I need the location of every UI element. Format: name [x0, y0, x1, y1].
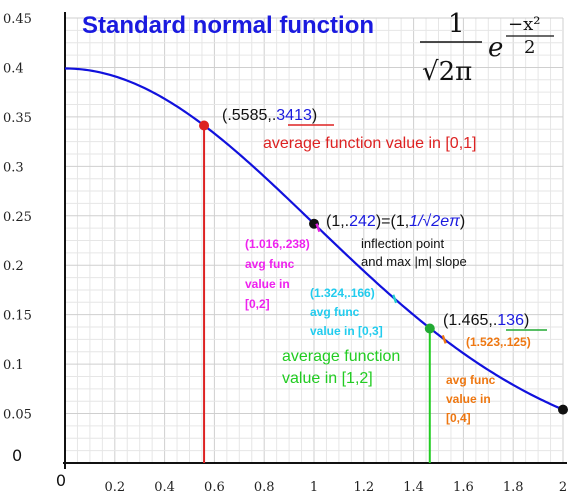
average-marker — [441, 334, 447, 344]
x-tick-label: 0.6 — [204, 480, 225, 495]
axes — [63, 12, 567, 469]
avg04-annotation: (1.523,.125) avg func value in [0,4] — [446, 335, 531, 425]
avg03-coord: (1.324,.166) — [310, 286, 375, 300]
y-tick-label: 0.3 — [3, 160, 24, 175]
avg03-line1: avg func — [310, 305, 360, 319]
average-marker — [392, 294, 398, 304]
y-tick-label: 0 — [12, 446, 22, 465]
avg12-line1: average function — [282, 348, 400, 365]
x-tick-label: 0 — [56, 471, 66, 490]
tick-labels: 0 0.2 0.4 0.6 0.8 1 1.2 1.4 1.6 1.8 2 0 0.05 0.1 0.15 0… — [3, 12, 567, 495]
x-tick-label: 2 — [559, 480, 567, 495]
average-marker — [315, 223, 321, 233]
point1-label: (.5585,.3413) — [222, 107, 317, 124]
y-tick-label: 0.1 — [3, 358, 24, 373]
avg03-annotation: (1.324,.166) avg func value in [0,3] — [310, 286, 383, 338]
avg04-line1: avg func — [446, 373, 496, 387]
point1-description: average function value in [0,1] — [263, 135, 476, 152]
x-tick-label: 0.2 — [104, 480, 125, 495]
y-tick-label: 0.25 — [3, 210, 32, 225]
formula-numerator: 1 — [448, 9, 465, 39]
avg04-line3: [0,4] — [446, 411, 471, 425]
x-tick-label: 0.4 — [154, 480, 175, 495]
avg02-annotation: (1.016,.238) avg func value in [0,2] — [245, 237, 310, 311]
max-slope-label: and max |m| slope — [361, 254, 467, 269]
avg02-line2: value in — [245, 277, 290, 291]
avg12-line2: value in [1,2] — [282, 370, 373, 387]
y-tick-label: 0.35 — [3, 111, 32, 126]
data-point — [424, 323, 435, 334]
avg03-line2: value in [0,3] — [310, 324, 383, 338]
formula-exp-denominator: 2 — [524, 37, 535, 58]
avg02-coord: (1.016,.238) — [245, 237, 310, 251]
formula: 1 √2π e −x² 2 — [420, 9, 554, 87]
x-tick-label: 1.4 — [403, 480, 424, 495]
avg04-line2: value in — [446, 392, 491, 406]
x-tick-label: 0.8 — [254, 480, 275, 495]
data-points — [199, 120, 568, 415]
point3-label: (1.465,.136) — [443, 312, 529, 329]
formula-denominator: √2π — [422, 57, 472, 87]
avg02-line3: [0,2] — [245, 297, 270, 311]
y-tick-label: 0.05 — [3, 408, 32, 423]
x-tick-label: 1.6 — [453, 480, 474, 495]
y-tick-label: 0.4 — [3, 61, 24, 76]
data-point — [199, 120, 210, 131]
y-tick-label: 0.45 — [3, 12, 32, 27]
avg04-coord: (1.523,.125) — [466, 335, 531, 349]
vertical-guide-lines — [203, 127, 431, 463]
avg02-line1: avg func — [245, 257, 295, 271]
grid — [64, 17, 564, 464]
formula-exp-base: e — [488, 33, 503, 63]
inflection-label: inflection point — [361, 236, 444, 251]
y-tick-label: 0.2 — [3, 259, 24, 274]
formula-exp-numerator: −x² — [508, 14, 540, 35]
y-tick-label: 0.15 — [3, 309, 32, 324]
x-tick-label: 1.2 — [353, 480, 374, 495]
chart-title: Standard normal function — [82, 12, 374, 39]
point2-label: (1,.242)=(1,1/√2eπ) — [326, 213, 465, 230]
x-tick-label: 1 — [310, 480, 318, 495]
x-tick-label: 1.8 — [503, 480, 524, 495]
data-point — [558, 404, 568, 415]
